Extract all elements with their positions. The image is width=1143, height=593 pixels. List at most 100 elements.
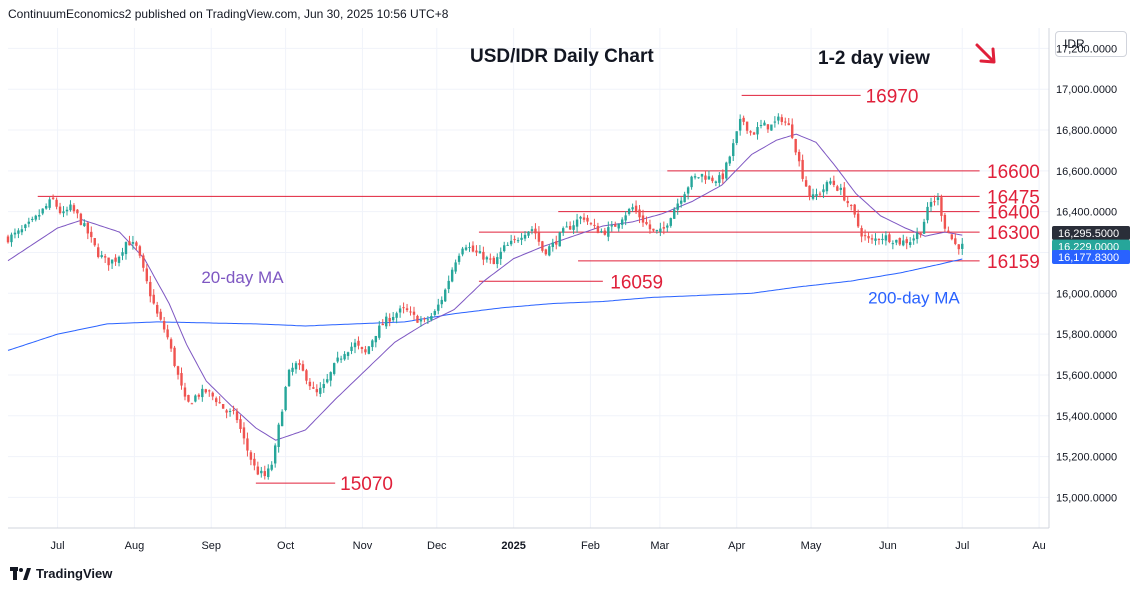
candle-body (954, 238, 957, 244)
candle-body (791, 124, 794, 138)
candle-body (693, 176, 697, 178)
candle-body (391, 316, 395, 321)
candle-body (38, 215, 41, 217)
candle-body (367, 346, 371, 354)
candle-body (513, 239, 516, 241)
candle-body (232, 409, 235, 411)
candle-body (638, 209, 641, 218)
candle-body (600, 231, 603, 233)
candle-body (100, 255, 103, 258)
candle-body (950, 234, 954, 240)
candle-body (225, 410, 228, 413)
candle-body (450, 269, 454, 282)
candle-body (110, 259, 114, 264)
candle-body (353, 342, 357, 348)
candle-body (478, 251, 482, 254)
chart-subtitle: 1-2 day view (818, 48, 930, 69)
candle-body (721, 173, 725, 180)
candle-body (58, 206, 62, 214)
candle-body (541, 241, 544, 251)
candle-body (645, 221, 648, 225)
candle-body (683, 194, 686, 203)
candle-body (152, 294, 155, 304)
candle-body (520, 237, 523, 240)
candle-body (922, 221, 926, 234)
candle-body (773, 121, 777, 123)
candle-body (846, 201, 849, 204)
candle-body (166, 329, 169, 338)
candle-body (926, 206, 929, 221)
candle-body (357, 340, 360, 346)
candle-body (936, 197, 940, 200)
candle-body (346, 352, 350, 356)
candle-body (565, 226, 568, 228)
candle-body (280, 411, 284, 427)
candle-body (27, 221, 31, 224)
y-tick-label: 17,200.0000 (1056, 43, 1117, 55)
candle-body (607, 227, 610, 237)
candle-body (509, 240, 513, 245)
x-tick-label: Feb (581, 540, 600, 552)
candle-body (745, 121, 749, 131)
candle-body (496, 257, 499, 265)
candle-body (870, 238, 874, 240)
candle-body (215, 398, 218, 403)
candle-body (856, 213, 860, 227)
candle-body (24, 224, 27, 228)
candle-body (322, 384, 325, 389)
candle-body (48, 199, 51, 208)
candle-body (149, 281, 152, 297)
candle-body (596, 225, 600, 234)
candle-body (114, 257, 117, 262)
candle-body (228, 411, 232, 413)
candle-body (211, 392, 214, 397)
price-label-box (1052, 226, 1130, 240)
candle-body (117, 256, 121, 263)
candle-body (735, 131, 738, 144)
candle-body (669, 218, 672, 226)
candle-body (145, 268, 148, 282)
candle-body (381, 323, 384, 326)
candle-body (364, 349, 367, 353)
currency-button[interactable]: IDR (1055, 31, 1127, 57)
candle-body (315, 389, 319, 393)
candle-body (239, 419, 242, 429)
candle-body (804, 180, 808, 187)
candle-body (784, 121, 787, 123)
candle-body (235, 411, 239, 421)
candle-body (770, 124, 773, 131)
candle-body (416, 315, 419, 323)
candle-body (103, 256, 107, 258)
candle-body (818, 193, 822, 195)
candle-body (86, 222, 90, 234)
candle-body (371, 340, 374, 348)
level-label: 16300 (987, 223, 1040, 244)
x-tick-label: Oct (277, 540, 294, 552)
level-label: 15070 (340, 474, 393, 495)
level-label: 16600 (987, 162, 1040, 183)
candle-body (902, 240, 905, 246)
candle-body (194, 395, 197, 402)
candle-body (385, 316, 388, 327)
candle-body (797, 151, 801, 162)
candle-body (614, 224, 617, 227)
candle-body (877, 239, 881, 241)
candle-body (190, 403, 194, 405)
price-label-text: 16,295.5000 (1058, 228, 1119, 240)
candle-body (197, 394, 201, 397)
candle-body (31, 218, 34, 221)
candle-body (728, 156, 731, 164)
candle-body (766, 124, 770, 130)
candle-body (572, 225, 575, 230)
candle-body (468, 247, 471, 249)
candle-body (124, 242, 128, 255)
candle-body (593, 224, 596, 226)
candle-body (447, 280, 450, 290)
candle-body (267, 468, 270, 478)
candle-body (652, 228, 655, 231)
candle-body (263, 471, 266, 477)
candle-body (641, 215, 645, 223)
candle-body (558, 232, 561, 247)
